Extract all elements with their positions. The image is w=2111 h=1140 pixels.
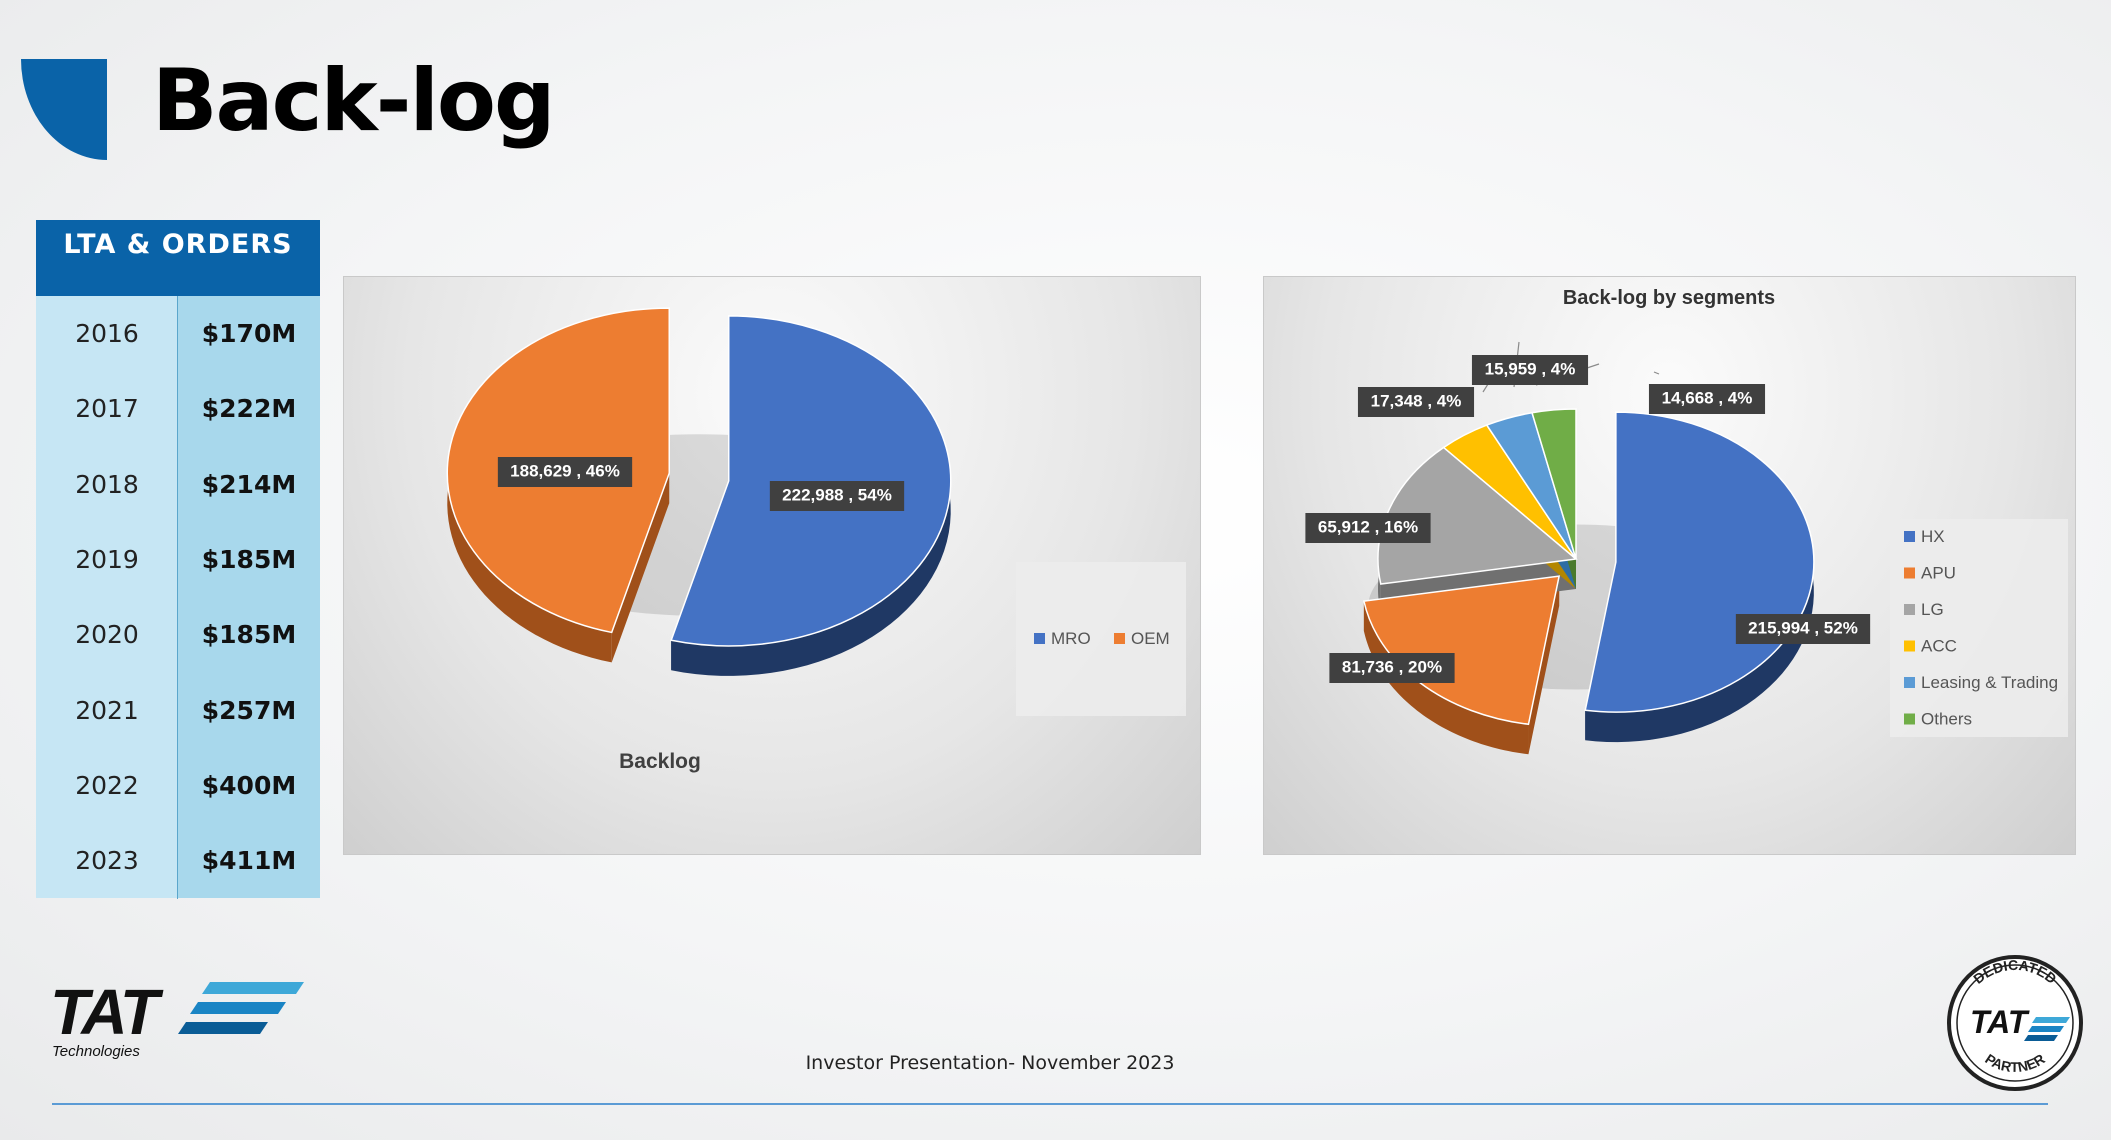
lta-value-cell: $222M — [178, 371, 320, 447]
legend-entry: LG — [1921, 600, 1944, 619]
lta-row: 2016 $170M — [36, 296, 320, 372]
dedicated-partner-seal: DEDICATED PARTNER TAT — [1947, 955, 2083, 1091]
footer-caption: Investor Presentation- November 2023 — [805, 1052, 1175, 1074]
lta-year-cell: 2019 — [36, 521, 178, 598]
lta-year-cell: 2022 — [36, 747, 178, 824]
data-label-mro-text: 222,988 , 54% — [782, 485, 892, 504]
lta-value-cell: $185M — [178, 521, 320, 598]
lta-year-cell: 2017 — [36, 371, 178, 447]
pie-slice-wall — [1528, 576, 1560, 755]
lta-year-cell: 2016 — [36, 296, 178, 372]
corner-accent — [21, 59, 107, 160]
data-label-apu-text: 81,736 , 20% — [1342, 657, 1442, 676]
lta-value-cell: $411M — [178, 823, 320, 899]
legend-swatch — [1904, 713, 1915, 725]
data-label-acc: 17,348 , 4% — [1357, 387, 1475, 417]
data-label-others-text: 14,668 , 4% — [1662, 388, 1753, 407]
legend-swatch — [1904, 604, 1915, 615]
data-label-oem-text: 188,629 , 46% — [510, 461, 620, 480]
chart-legend: HX APU LG ACC Leasing & Trading Others — [1890, 519, 2068, 737]
data-label-apu: 81,736 , 20% — [1329, 653, 1455, 683]
lta-value-cell: $257M — [178, 672, 320, 748]
pie-slice-mro — [670, 315, 952, 647]
tat-technologies-logo: TAT Technologies — [50, 978, 304, 1060]
pie-slice-others — [1531, 408, 1577, 560]
legend-swatch — [1034, 633, 1045, 644]
segments-chart-panel: Back-log by segments 215,994 , 52% 81,736 … — [1263, 276, 2076, 855]
legend-entry: OEM — [1131, 629, 1170, 648]
chart-title: Back-log by segments — [1563, 287, 1775, 309]
legend-entry: ACC — [1921, 637, 1957, 656]
legend-swatch — [1904, 567, 1915, 579]
lta-value-cell: $400M — [178, 747, 320, 824]
legend-swatch — [1904, 531, 1915, 542]
legend-entry: Others — [1921, 710, 1972, 729]
legend-entry: Leasing & Trading — [1921, 673, 2058, 692]
lta-orders-table: LTA & ORDERS 2016 $170M 2017 $222M 2018 $214M… — [36, 220, 320, 899]
pie-slice-wall — [611, 473, 670, 663]
leader-line — [1653, 371, 1660, 375]
lta-table-body: 2016 $170M 2017 $222M 2018 $214M 2019 $185M 2020… — [36, 296, 320, 899]
backlog-pie-chart: 222,988 , 54% 188,629 , 46% Backlog MRO OEM — [446, 307, 1186, 773]
lta-value-cell: $214M — [178, 446, 320, 522]
backlog-chart-panel: 222,988 , 54% 188,629 , 46% Backlog MRO OEM — [343, 276, 1201, 855]
data-label-leasing: 15,959 , 4% — [1471, 355, 1589, 385]
lta-row: 2018 $214M — [36, 446, 320, 522]
lta-row: 2019 $185M — [36, 521, 320, 598]
svg-text:TAT: TAT — [1970, 1004, 2030, 1040]
chart-legend: MRO OEM — [1016, 562, 1186, 716]
data-label-leasing-text: 15,959 , 4% — [1485, 359, 1576, 378]
lta-row: 2022 $400M — [36, 747, 320, 824]
data-label-oem: 188,629 , 46% — [497, 457, 633, 487]
data-label-mro: 222,988 , 54% — [769, 481, 905, 511]
lta-row: 2020 $185M — [36, 597, 320, 673]
lta-value-cell: $170M — [178, 296, 320, 372]
lta-table-heading: LTA & ORDERS — [36, 220, 320, 296]
svg-text:Technologies: Technologies — [52, 1043, 140, 1060]
legend-entry: MRO — [1051, 629, 1091, 648]
lta-year-cell: 2023 — [36, 823, 178, 899]
segments-pie-chart: Back-log by segments 215,994 , 52% 81,736 … — [1305, 287, 2068, 755]
lta-row: 2017 $222M — [36, 371, 320, 447]
column-divider — [177, 296, 178, 899]
legend-swatch — [1904, 640, 1915, 652]
data-label-hx-text: 215,994 , 52% — [1748, 618, 1858, 637]
data-label-hx: 215,994 , 52% — [1735, 614, 1871, 644]
legend-swatch — [1114, 633, 1125, 644]
pie-slice-lg — [1377, 446, 1578, 585]
data-label-lg-text: 65,912 , 16% — [1318, 517, 1418, 536]
data-label-acc-text: 17,348 , 4% — [1371, 391, 1462, 410]
lta-value-cell: $185M — [178, 597, 320, 673]
pie-slice-apu — [1362, 575, 1561, 726]
lta-year-cell: 2018 — [36, 446, 178, 522]
legend-entry: HX — [1921, 527, 1945, 546]
lta-row: 2023 $411M — [36, 823, 320, 899]
data-label-others: 14,668 , 4% — [1648, 384, 1766, 414]
data-label-lg: 65,912 , 16% — [1305, 513, 1431, 543]
chart-title: Backlog — [619, 750, 701, 773]
footer-divider — [52, 1103, 2048, 1105]
legend-swatch — [1904, 677, 1915, 688]
lta-year-cell: 2021 — [36, 672, 178, 748]
svg-text:TAT: TAT — [50, 978, 164, 1048]
lta-year-cell: 2020 — [36, 597, 178, 673]
page-title: Back-log — [152, 51, 556, 151]
legend-entry: APU — [1921, 564, 1956, 583]
lta-row: 2021 $257M — [36, 672, 320, 748]
